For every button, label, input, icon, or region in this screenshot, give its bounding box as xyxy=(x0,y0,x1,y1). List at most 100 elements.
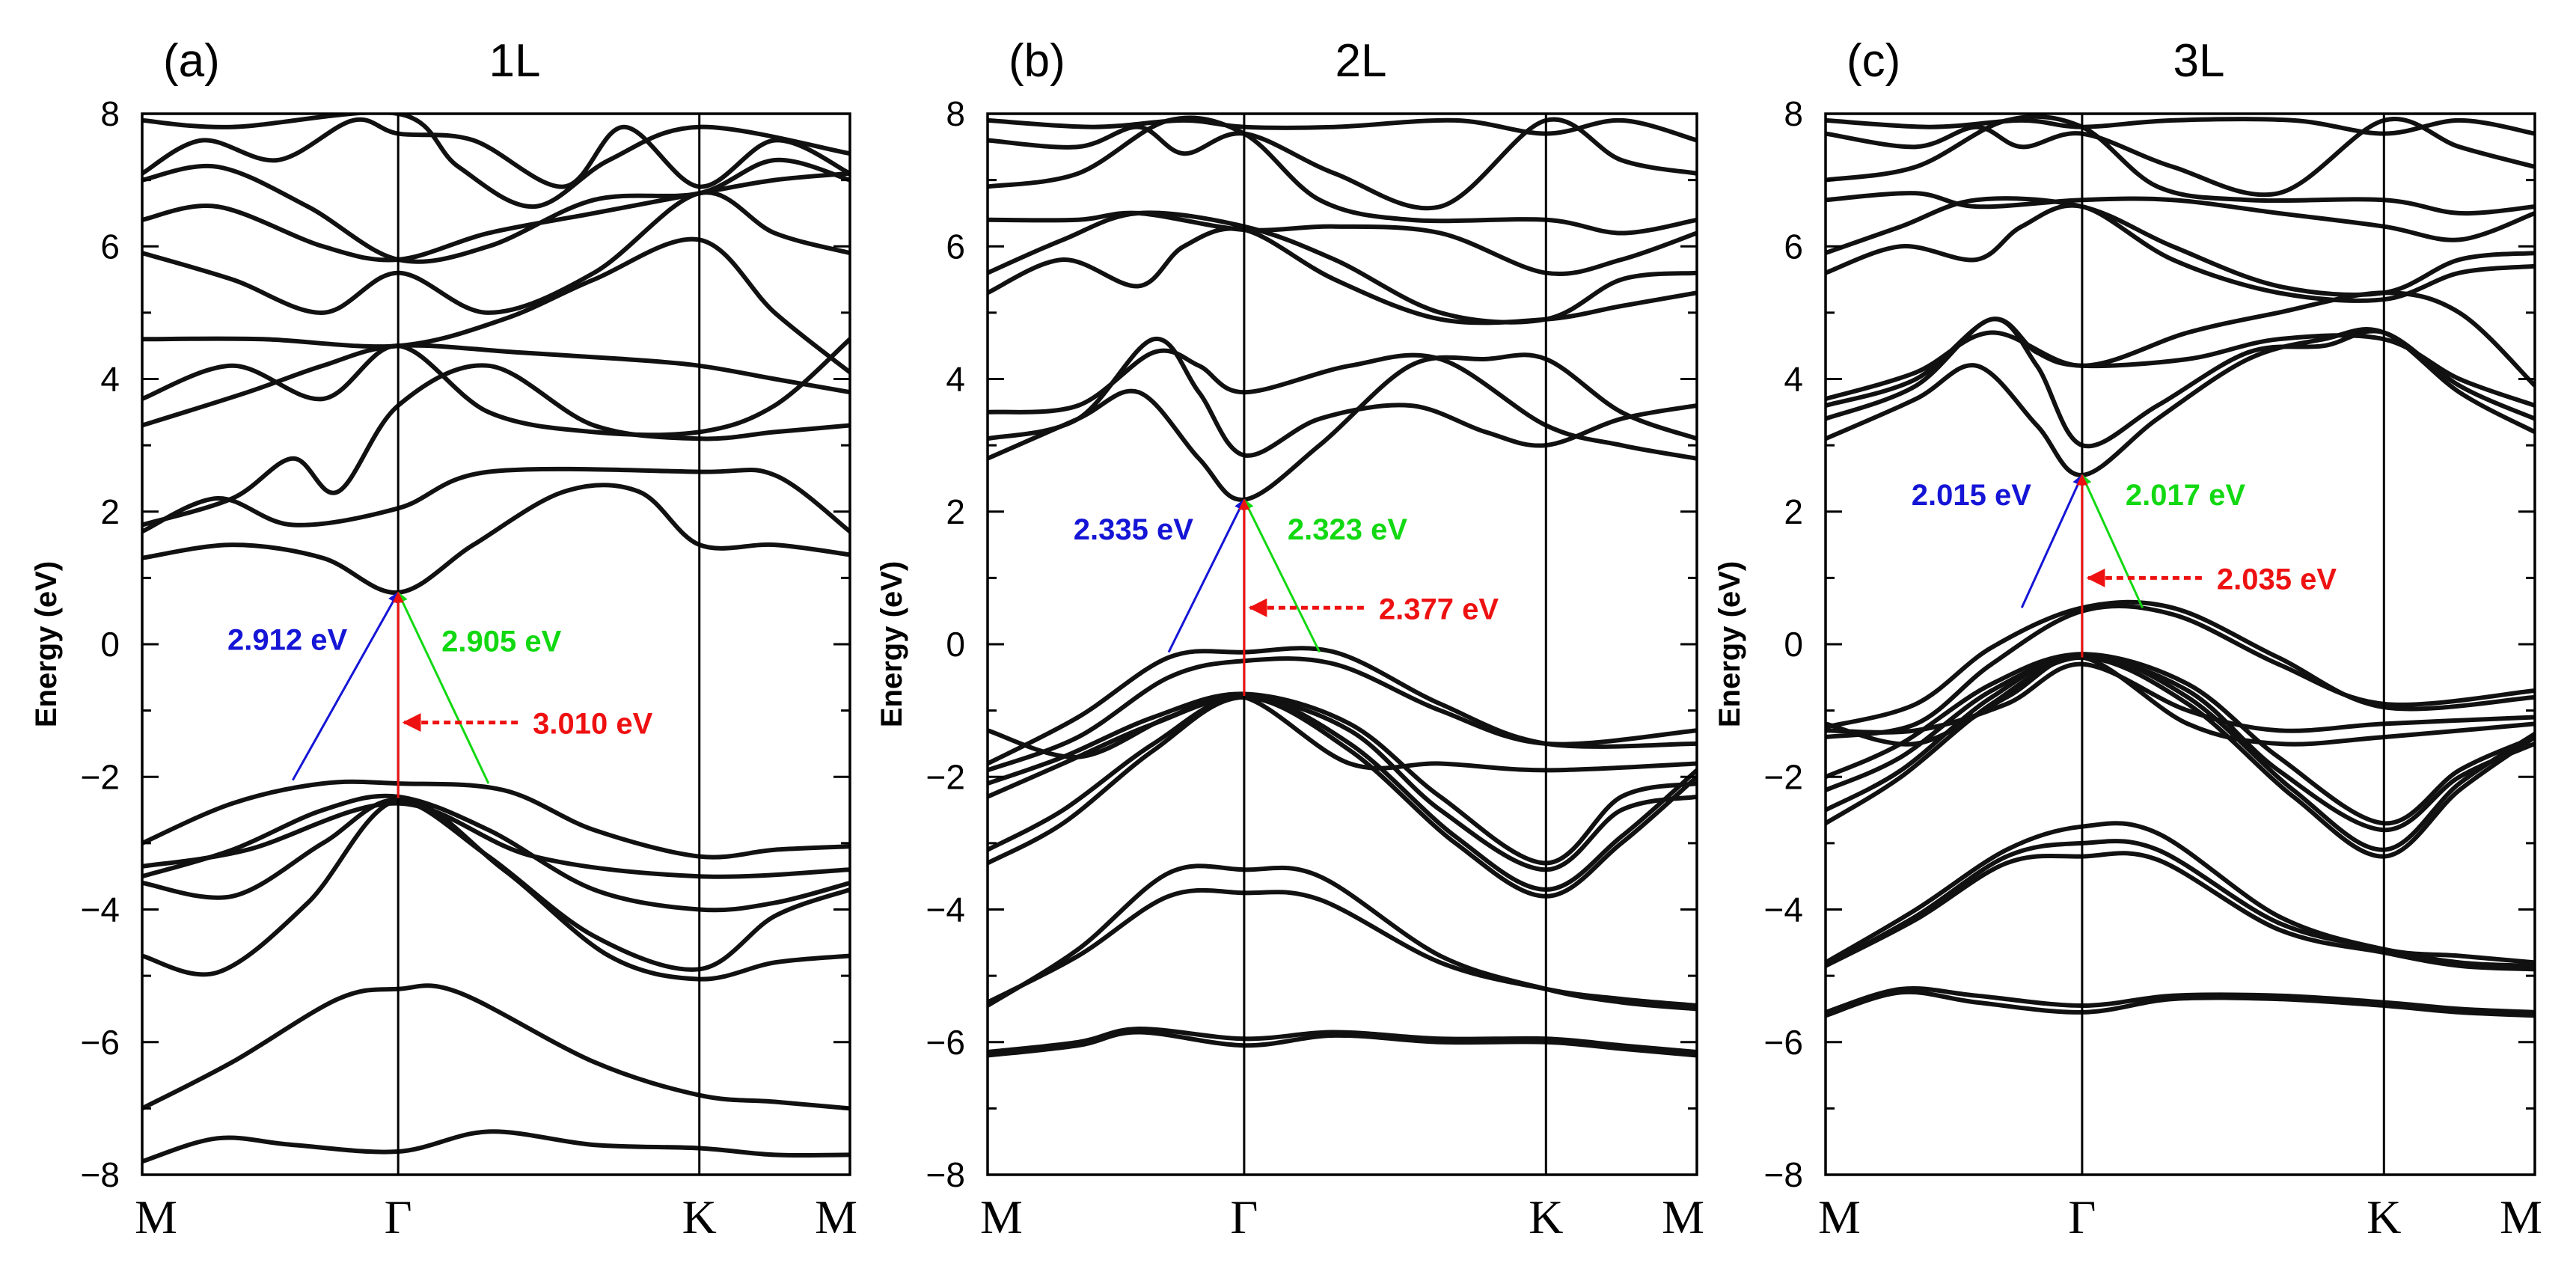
y-tick-label: −2 xyxy=(926,757,965,796)
band-line xyxy=(142,793,850,913)
bands xyxy=(1826,114,2535,1018)
gap-value-label: 2.912 eV xyxy=(227,624,347,657)
band-line xyxy=(1826,839,2535,968)
band-line xyxy=(142,157,850,264)
gap-value-label: 2.335 eV xyxy=(1074,513,1193,546)
band-line xyxy=(142,236,850,375)
band-line xyxy=(1826,317,2535,449)
panel-3l: 8 6 4 2 0 −2 −4 −6 −8 Energy (eV) M Γ K M (c) 3L 2.015 e… xyxy=(1713,35,2542,1244)
band-line xyxy=(142,343,850,428)
y-tick-label: −4 xyxy=(1764,890,1803,929)
band-line xyxy=(142,337,850,438)
band-line xyxy=(1826,203,2535,303)
band-line xyxy=(988,348,1697,461)
transition-arrow xyxy=(1243,498,1321,653)
y-tick-label: −6 xyxy=(81,1023,120,1062)
gap-value-label: 2.905 eV xyxy=(441,626,561,658)
band-line xyxy=(142,1129,850,1164)
band-line xyxy=(1826,985,2535,1015)
y-tick-label: −4 xyxy=(81,890,120,929)
transition-arrow xyxy=(1167,498,1246,653)
band-line xyxy=(1826,117,2535,136)
y-tick-label: −8 xyxy=(926,1155,965,1194)
y-tick-label: 8 xyxy=(946,94,965,133)
bands xyxy=(142,114,850,1164)
y-tick-label: 6 xyxy=(946,227,965,266)
y-tick-label: −2 xyxy=(1764,757,1803,796)
panel-title: 1L xyxy=(489,35,541,87)
transition-arrow xyxy=(2081,474,2144,608)
band-line xyxy=(988,691,1697,866)
gap-value-label: 3.010 eV xyxy=(533,708,652,741)
band-line xyxy=(142,190,850,315)
band-line xyxy=(142,363,850,528)
y-tick-label: 4 xyxy=(1784,360,1803,399)
band-line xyxy=(988,226,1697,325)
kpoint-label: M xyxy=(2500,1190,2542,1244)
band-line xyxy=(988,694,1697,892)
kpoint-label: Γ xyxy=(2068,1190,2096,1244)
kpoint-label: K xyxy=(682,1190,717,1244)
band-line xyxy=(1826,290,2535,402)
band-line xyxy=(142,117,850,189)
band-line xyxy=(1826,117,2535,198)
panel-title: 3L xyxy=(2173,35,2225,87)
y-tick-label: −8 xyxy=(1764,1155,1803,1194)
panel-title: 2L xyxy=(1336,35,1387,87)
y-tick-label: 2 xyxy=(100,492,120,531)
band-line xyxy=(142,983,850,1111)
band-line xyxy=(1826,655,2535,859)
band-line xyxy=(988,863,1697,1012)
kpoint-label: M xyxy=(980,1190,1023,1244)
y-tick-label: 0 xyxy=(100,625,120,664)
kpoint-label: K xyxy=(2367,1190,2401,1244)
y-tick-label: −8 xyxy=(81,1155,120,1194)
band-line xyxy=(142,483,850,595)
y-tick-label: 4 xyxy=(946,360,965,399)
band-line xyxy=(988,117,1697,143)
kpoint-label: M xyxy=(1818,1190,1861,1244)
band-line xyxy=(1826,604,2535,740)
band-line xyxy=(142,798,850,972)
kpoint-label: M xyxy=(135,1190,177,1244)
panel-label: (a) xyxy=(163,35,220,87)
y-axis-label: Energy (eV) xyxy=(30,561,63,727)
band-line xyxy=(988,337,1697,458)
transition-arrow xyxy=(2020,474,2084,608)
band-line xyxy=(988,694,1697,872)
y-tick-label: −2 xyxy=(81,757,120,796)
band-line xyxy=(1826,652,2535,852)
band-line xyxy=(142,466,850,534)
y-tick-label: 6 xyxy=(100,227,120,266)
band-line xyxy=(1826,851,2535,972)
gap-value-label: 2.323 eV xyxy=(1288,513,1407,546)
y-tick-label: 2 xyxy=(946,492,965,531)
band-line xyxy=(988,210,1697,325)
kpoint-label: M xyxy=(1662,1190,1704,1244)
y-tick-label: 2 xyxy=(1784,492,1803,531)
y-tick-label: 0 xyxy=(1784,625,1803,664)
band-line xyxy=(1826,114,2535,216)
kpoint-label: Γ xyxy=(1230,1190,1258,1244)
gap-value-label: 2.035 eV xyxy=(2217,563,2337,596)
band-line xyxy=(988,210,1697,277)
kpoint-label: Γ xyxy=(385,1190,412,1244)
y-tick-label: 8 xyxy=(1784,94,1803,133)
band-line xyxy=(1826,989,2535,1018)
y-tick-label: 0 xyxy=(946,625,965,664)
band-line xyxy=(1826,652,2535,826)
y-tick-label: 8 xyxy=(100,94,120,133)
plot-frame xyxy=(986,112,1698,1176)
kpoint-label: M xyxy=(815,1190,857,1244)
band-line xyxy=(988,117,1697,211)
gap-value-label: 2.015 eV xyxy=(1912,479,2031,512)
band-line xyxy=(1826,191,2535,242)
bands xyxy=(988,115,1697,1058)
band-line xyxy=(1826,655,2535,833)
band-line xyxy=(142,779,850,860)
panel-1l: 8 6 4 2 0 −2 −4 −6 −8 Energy (eV) M Γ K M (a) 1L 2.912 e… xyxy=(30,35,857,1244)
transition-arrow xyxy=(397,591,490,784)
y-tick-label: 4 xyxy=(100,360,120,399)
band-line xyxy=(142,171,850,263)
